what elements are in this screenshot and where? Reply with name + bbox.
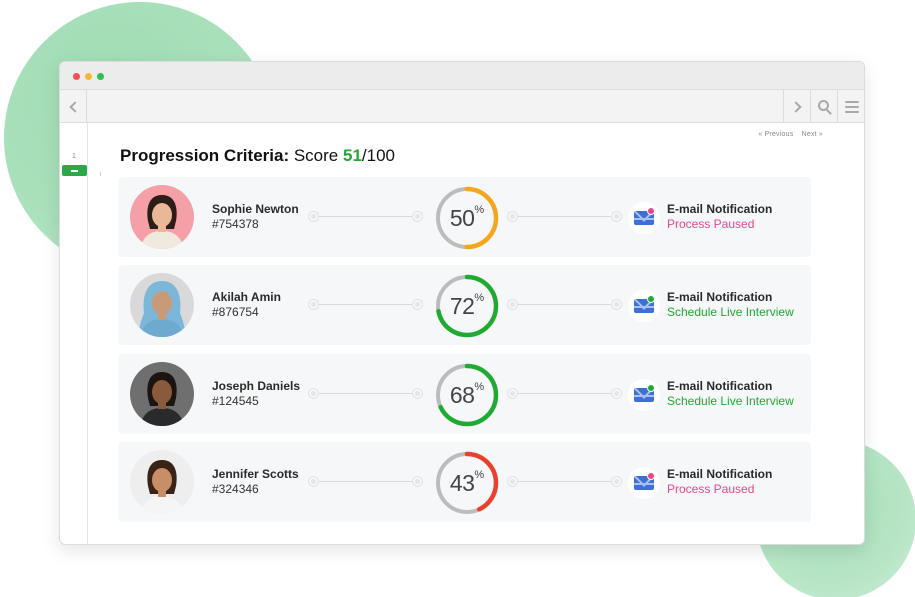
connector-node (413, 477, 422, 486)
status-dot-icon (647, 207, 655, 215)
connector-node (508, 389, 517, 398)
connector-line (314, 393, 418, 394)
close-window-button[interactable] (73, 73, 80, 80)
connector-node (309, 300, 318, 309)
connector-node (612, 212, 621, 221)
connector-node (309, 389, 318, 398)
page-title: Progression Criteria: Score 51/100 (120, 146, 395, 166)
connector-node (413, 389, 422, 398)
chevron-right-icon (789, 100, 802, 113)
connector-line (513, 304, 617, 305)
hamburger-icon (845, 100, 859, 113)
title-label: Progression Criteria: (120, 146, 290, 165)
email-icon (628, 202, 660, 234)
percent-sign: % (474, 292, 485, 304)
connector-line (314, 216, 418, 217)
score-value: 51 (343, 146, 362, 165)
forward-button[interactable] (783, 90, 810, 123)
browser-toolbar (60, 90, 864, 123)
connector-node (612, 300, 621, 309)
candidate-name: Sophie Newton (212, 202, 299, 216)
notification-title: E-mail Notification (667, 202, 773, 216)
chevron-left-icon (68, 100, 81, 113)
back-button[interactable] (60, 90, 87, 123)
candidate-id: #754378 (212, 217, 259, 231)
score-total: /100 (361, 146, 396, 165)
notification-title: E-mail Notification (667, 290, 773, 304)
maximize-window-button[interactable] (97, 73, 104, 80)
score-gauge: 72% (434, 273, 500, 339)
connector-line (513, 393, 617, 394)
page-tab[interactable] (62, 165, 87, 176)
percent-sign: % (474, 381, 485, 393)
status-dot-icon (647, 295, 655, 303)
title-bar (60, 62, 864, 90)
status-dot-icon (647, 384, 655, 392)
search-button[interactable] (810, 90, 837, 123)
page-sidebar (60, 123, 88, 544)
avatar (130, 450, 194, 514)
search-icon (817, 100, 829, 111)
connector-line (314, 481, 418, 482)
connector-node (413, 212, 422, 221)
connector-node (508, 477, 517, 486)
avatar (130, 185, 194, 249)
pagination: « Previous Next » (752, 131, 823, 138)
connector-node (508, 300, 517, 309)
score-label: Score (293, 146, 339, 165)
connector-node (309, 212, 318, 221)
browser-window: 1 « Previous Next » Progression Criteria… (59, 61, 865, 545)
candidate-row[interactable]: Sophie Newton #754378 50% E-mail Notific… (118, 177, 811, 257)
candidate-id: #124545 (212, 394, 259, 408)
connector-node (612, 389, 621, 398)
percent-sign: % (474, 204, 485, 216)
minimize-window-button[interactable] (85, 73, 92, 80)
candidate-name: Joseph Daniels (212, 379, 301, 393)
candidate-row[interactable]: Jennifer Scotts #324346 43% E-mail Notif… (118, 442, 811, 522)
page-number: 1 (72, 153, 76, 160)
score-percent: 72 (449, 292, 475, 319)
connector-line (513, 481, 617, 482)
avatar (130, 273, 194, 337)
connector-line (513, 216, 617, 217)
divider (100, 172, 101, 176)
connector-node (508, 212, 517, 221)
connector-node (413, 300, 422, 309)
connector-node (309, 477, 318, 486)
score-gauge: 68% (434, 362, 500, 428)
candidate-row[interactable]: Joseph Daniels #124545 68% E-mail Notifi… (118, 354, 811, 434)
candidate-name: Akilah Amin (212, 290, 281, 304)
percent-sign: % (474, 469, 485, 481)
score-percent: 43 (449, 469, 475, 496)
notification-status: Schedule Live Interview (667, 305, 794, 319)
connector-line (314, 304, 418, 305)
notification-status: Process Paused (667, 482, 755, 496)
menu-button[interactable] (837, 90, 864, 123)
notification-title: E-mail Notification (667, 467, 773, 481)
candidate-id: #876754 (212, 305, 259, 319)
score-gauge: 43% (434, 450, 500, 516)
notification-status: Process Paused (667, 217, 755, 231)
candidate-row[interactable]: Akilah Amin #876754 72% E-mail Notificat… (118, 265, 811, 345)
connector-node (612, 477, 621, 486)
avatar (130, 362, 194, 426)
candidate-id: #324346 (212, 482, 259, 496)
score-percent: 68 (449, 381, 475, 408)
next-link[interactable]: Next » (801, 131, 823, 138)
email-icon (628, 290, 660, 322)
email-icon (628, 379, 660, 411)
candidate-name: Jennifer Scotts (212, 467, 299, 481)
previous-link[interactable]: « Previous (758, 131, 794, 138)
status-dot-icon (647, 472, 655, 480)
notification-title: E-mail Notification (667, 379, 773, 393)
notification-status: Schedule Live Interview (667, 394, 794, 408)
email-icon (628, 467, 660, 499)
score-gauge: 50% (434, 185, 500, 251)
score-percent: 50 (449, 204, 475, 231)
